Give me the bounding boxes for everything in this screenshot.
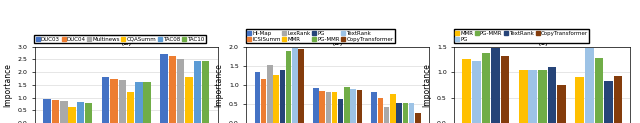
Bar [292,47,298,123]
Bar [519,70,527,123]
Bar [396,103,402,123]
Bar [77,102,84,123]
Bar [378,98,383,123]
Bar [202,62,209,123]
Title: (a): (a) [120,38,132,47]
Bar [52,100,60,123]
Bar [161,54,168,123]
Legend: DUC03, DUC04, Multinews, CQASumm, TAC08, TAC10: DUC03, DUC04, Multinews, CQASumm, TAC08,… [35,35,205,43]
Bar [529,70,537,123]
Bar [44,99,51,123]
Bar [384,107,390,123]
Bar [298,49,304,123]
Bar [403,103,408,123]
Bar [604,81,612,123]
Bar [169,56,176,123]
Bar [326,92,331,123]
Bar [575,77,584,123]
Bar [548,67,556,123]
Bar [501,56,509,123]
Bar [118,80,126,123]
Bar [319,91,325,123]
Legend: Hi-Map, ICSISumm, LexRank, MMR, PG, PG-MMR, TextRank, CopyTransformer: Hi-Map, ICSISumm, LexRank, MMR, PG, PG-M… [246,29,396,43]
Legend: MMR, PG, PG-MMR, TextRank, CopyTransformer: MMR, PG, PG-MMR, TextRank, CopyTransform… [454,29,589,43]
Bar [415,113,420,123]
Title: (b): (b) [332,38,344,47]
Bar [127,92,134,123]
Y-axis label: Importance: Importance [422,63,431,107]
Bar [135,82,143,123]
Bar [285,51,291,123]
Bar [332,92,337,123]
Bar [186,77,193,123]
Bar [267,65,273,123]
Bar [338,99,344,123]
Bar [60,101,67,123]
Bar [614,76,622,123]
Bar [85,103,92,123]
Bar [110,78,118,123]
Bar [255,71,260,123]
Bar [193,61,201,123]
Bar [356,90,362,123]
Bar [482,53,490,123]
Y-axis label: Importance: Importance [214,63,223,107]
Bar [273,75,279,123]
Bar [409,103,414,123]
Y-axis label: Importance: Importance [3,63,12,107]
Bar [102,77,109,123]
Bar [350,89,356,123]
Title: (c): (c) [537,38,548,47]
Bar [492,48,500,123]
Bar [143,82,151,123]
Bar [472,61,481,123]
Bar [68,107,76,123]
Bar [177,59,184,123]
Bar [344,87,349,123]
Bar [538,70,547,123]
Bar [595,58,603,123]
Bar [371,92,377,123]
Bar [261,79,266,123]
Bar [390,94,396,123]
Bar [557,85,566,123]
Bar [585,48,593,123]
Bar [313,88,319,123]
Bar [462,59,471,123]
Bar [280,70,285,123]
